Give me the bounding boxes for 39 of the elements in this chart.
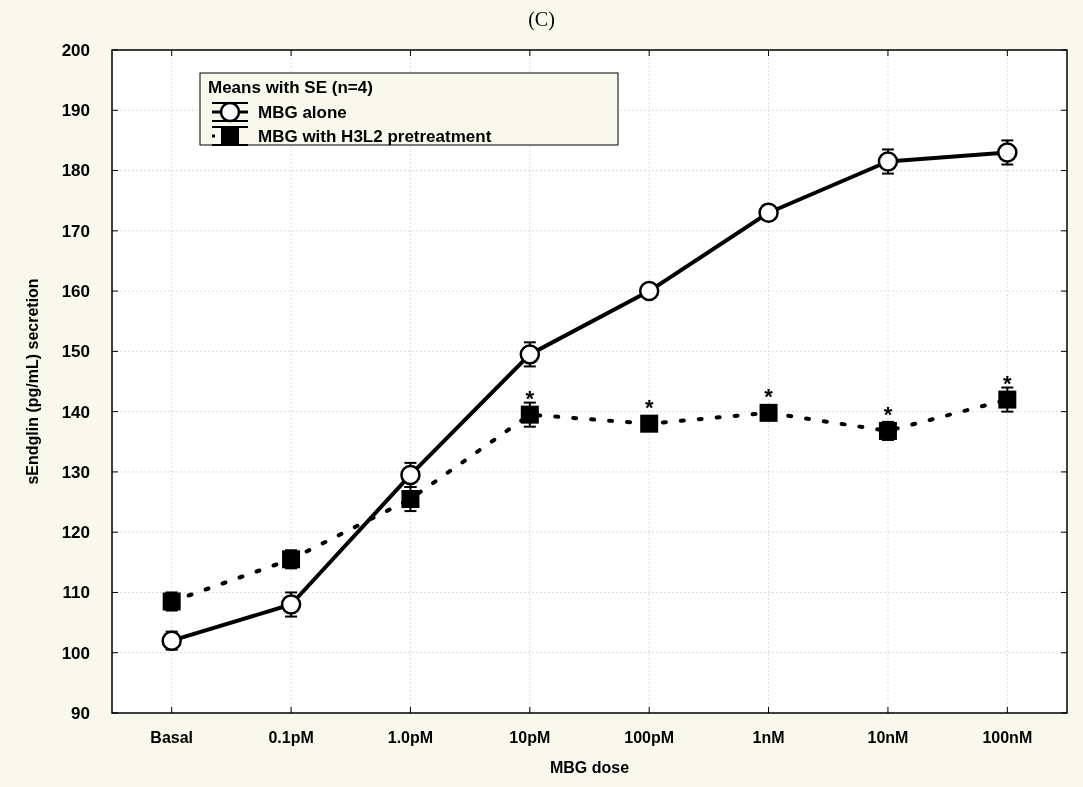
x-tick-label: 1.0pM <box>387 729 434 746</box>
point <box>877 151 899 172</box>
y-tick-label: 130 <box>61 462 90 482</box>
y-tick-label: 160 <box>61 282 90 302</box>
annotation: * <box>644 394 654 420</box>
annotation: * <box>764 384 774 410</box>
legend-title: Means with SE (n=4) <box>208 78 373 97</box>
annotation: * <box>525 385 535 411</box>
point <box>640 414 659 433</box>
point <box>998 390 1017 409</box>
y-tick-label: 90 <box>71 703 90 723</box>
y-tick-label: 170 <box>61 221 90 241</box>
point <box>758 202 779 223</box>
x-tick-label: 100nM <box>982 729 1033 746</box>
x-axis-title: MBG dose <box>549 759 630 776</box>
y-tick-label: 200 <box>61 40 90 60</box>
point <box>520 405 539 424</box>
point <box>401 490 420 509</box>
legend-label: MBG with H3L2 pretreatment <box>258 127 492 146</box>
y-tick-label: 190 <box>61 101 90 121</box>
y-tick-label: 120 <box>61 523 90 543</box>
x-tick-label: 100pM <box>624 729 675 746</box>
y-tick-label: 140 <box>61 402 90 422</box>
annotation: * <box>883 402 893 428</box>
y-tick-label: 100 <box>61 643 90 663</box>
x-tick-label: 10pM <box>509 729 551 746</box>
legend-label: MBG alone <box>258 103 347 122</box>
y-tick-label: 150 <box>61 342 90 362</box>
annotation: * <box>1003 370 1013 396</box>
point <box>759 403 778 422</box>
y-tick-label: 180 <box>61 161 90 181</box>
x-tick-label: Basal <box>150 729 194 746</box>
y-tick-label: 110 <box>62 583 90 603</box>
chart-title: (C) <box>528 8 555 31</box>
x-tick-label: 1nM <box>752 729 785 746</box>
x-tick-label: 10nM <box>867 729 909 746</box>
point <box>638 280 660 302</box>
x-tick-label: 0.1pM <box>268 729 314 746</box>
y-axis-title: sEndglin (pg/mL) secretion <box>24 278 41 485</box>
